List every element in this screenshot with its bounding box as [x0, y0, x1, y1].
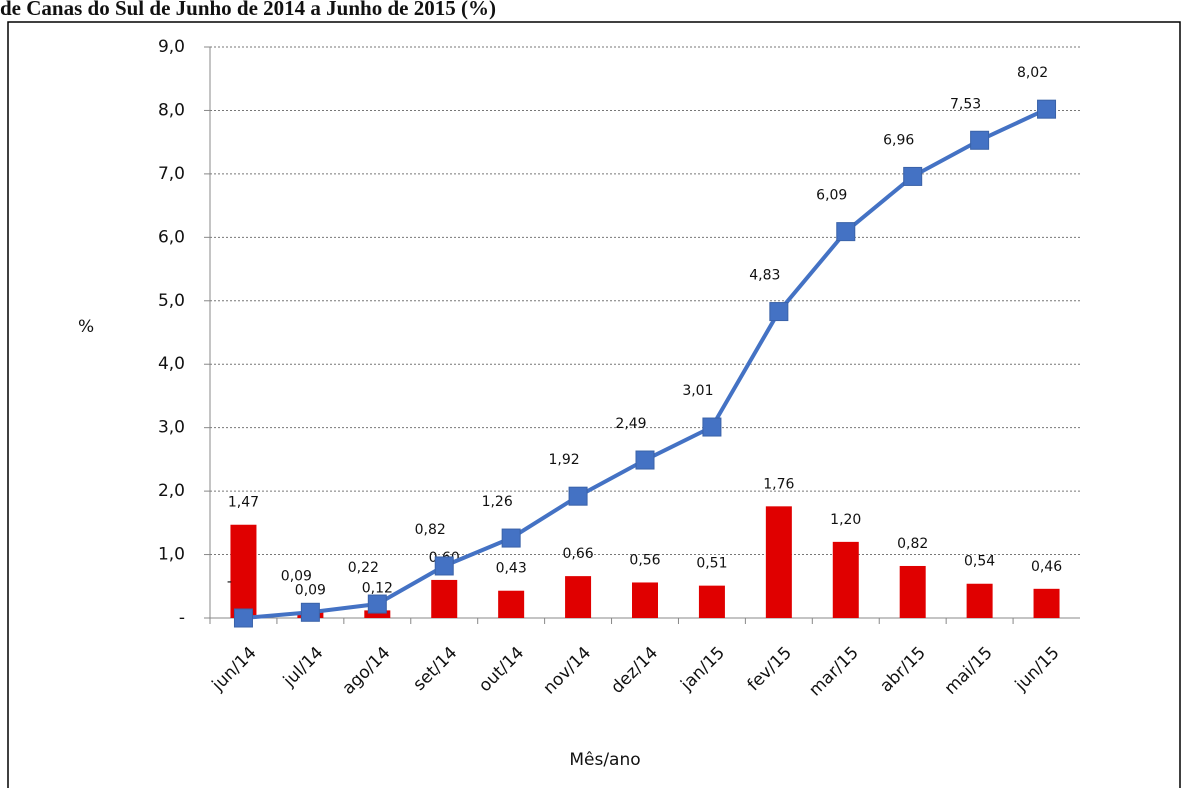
y-tick-label: 6,0	[158, 227, 185, 247]
bar	[1033, 588, 1060, 618]
bar-value-label: 1,47	[228, 495, 259, 511]
line-marker	[501, 528, 521, 548]
y-axis-title: %	[78, 317, 94, 337]
x-tick-label: out/14	[475, 643, 528, 696]
line-value-label: 7,53	[950, 96, 981, 112]
line-marker	[233, 608, 253, 628]
y-tick-label: 8,0	[158, 100, 185, 120]
line-value-label: 0,09	[281, 568, 312, 584]
x-tick-label: ago/14	[339, 643, 395, 699]
x-tick-label: jun/15	[1011, 643, 1064, 696]
bar	[698, 585, 725, 618]
line-value-label: 3,01	[682, 383, 713, 399]
bar-value-label: 0,46	[1031, 559, 1062, 575]
y-tick-label: 9,0	[158, 37, 185, 57]
line-value-label: 1,26	[482, 494, 513, 510]
line-marker	[568, 486, 588, 506]
bar-value-label: 0,56	[629, 552, 660, 568]
line-marker	[434, 556, 454, 576]
bar	[565, 576, 592, 618]
line-value-label: 4,83	[749, 268, 780, 284]
y-tick-label: 1,0	[158, 545, 185, 565]
bar-value-label: 0,12	[362, 580, 393, 596]
line-marker	[300, 602, 320, 622]
y-tick-label: 7,0	[158, 164, 185, 184]
line-marker	[836, 222, 856, 242]
bar-value-label: 0,82	[897, 536, 928, 552]
chart-frame	[7, 21, 1181, 788]
x-tick-label: mai/15	[941, 643, 997, 699]
x-tick-label: fev/15	[744, 643, 796, 695]
y-tick-label: -	[179, 608, 185, 628]
bar-value-label: 0,66	[562, 546, 593, 562]
bar-value-label: 0,43	[496, 561, 527, 577]
bar	[966, 583, 993, 618]
line-value-label: 6,09	[816, 188, 847, 204]
x-tick-label: set/14	[409, 643, 461, 695]
y-tick-label: 3,0	[158, 418, 185, 438]
chart-title: de Canas do Sul de Junho de 2014 a Junho…	[0, 0, 496, 20]
line-value-label: 6,96	[883, 132, 914, 148]
line-marker	[635, 450, 655, 470]
bar	[498, 590, 525, 618]
line-marker	[1037, 99, 1057, 119]
x-tick-label: jul/14	[279, 643, 328, 692]
bar	[431, 579, 458, 618]
line-marker	[367, 594, 387, 614]
x-tick-label: jun/14	[208, 643, 261, 696]
bar-value-label: 1,20	[830, 512, 861, 528]
line-value-label: -	[227, 574, 232, 590]
line-value-label: 2,49	[615, 416, 646, 432]
y-tick-label: 5,0	[158, 291, 185, 311]
bar	[832, 541, 859, 618]
bar-value-label: 1,76	[763, 476, 794, 492]
x-tick-label: jan/15	[676, 643, 729, 696]
bar	[230, 524, 257, 618]
bar-value-label: 0,54	[964, 554, 995, 570]
x-axis-title: Mês/ano	[569, 750, 640, 770]
line-marker	[903, 166, 923, 186]
x-tick-label: abr/15	[876, 643, 929, 696]
x-tick-label: nov/14	[540, 643, 596, 699]
bar	[765, 506, 792, 618]
bar-value-label: 0,09	[295, 582, 326, 598]
y-tick-label: 2,0	[158, 481, 185, 501]
bar	[632, 582, 658, 618]
bar	[364, 610, 391, 618]
line-marker	[970, 130, 990, 150]
x-tick-label: dez/14	[607, 643, 662, 698]
line-marker	[769, 302, 789, 322]
y-tick-label: 4,0	[158, 354, 185, 374]
bar-value-label: 0,51	[696, 556, 727, 572]
x-tick-label: mar/15	[805, 643, 863, 701]
line-value-label: 0,82	[415, 522, 446, 538]
line-value-label: 8,02	[1017, 65, 1048, 81]
line-marker	[702, 417, 722, 437]
line-value-label: 1,92	[548, 452, 579, 468]
bar	[899, 565, 926, 618]
line-value-label: 0,22	[348, 560, 379, 576]
